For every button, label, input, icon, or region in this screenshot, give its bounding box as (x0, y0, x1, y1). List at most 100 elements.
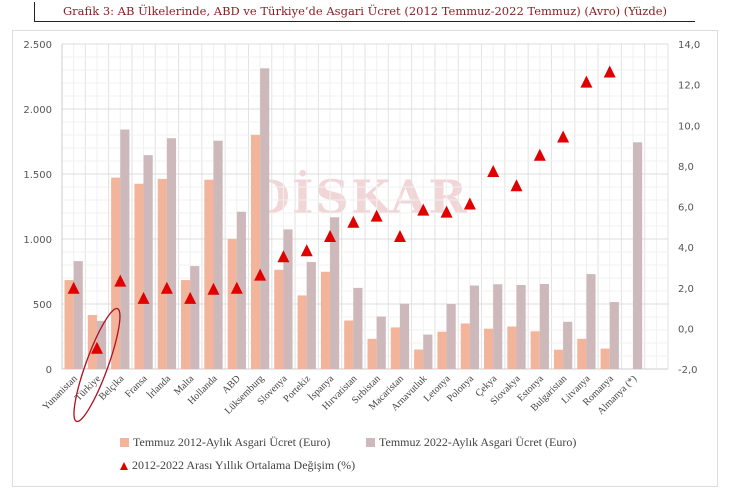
bar-2022 (306, 262, 316, 369)
bar-2022 (493, 284, 503, 369)
bar-2012 (274, 269, 284, 369)
change-marker (90, 341, 103, 354)
change-marker (184, 291, 197, 304)
bar-2022 (609, 302, 619, 369)
change-marker (440, 205, 453, 218)
x-tick-label: Polonya (445, 373, 476, 404)
bar-2022 (73, 261, 83, 369)
y-left-tick-label: 2.500 (23, 40, 52, 51)
legend-label-change: 2012-2022 Arası Yıllık Ortalama Değişim … (132, 458, 356, 472)
y-left-tick-label: 500 (33, 300, 52, 311)
chart-title: Grafik 3: AB Ülkelerinde, ABD ve Türkiye… (34, 2, 695, 22)
bar-2012 (87, 315, 97, 369)
bar-2022 (143, 155, 153, 369)
legend-triangle-icon (120, 461, 128, 470)
bar-2022 (330, 217, 340, 369)
change-marker (510, 179, 523, 192)
change-marker (487, 164, 500, 177)
bar-2012 (111, 177, 121, 369)
y-right-tick-label: -2,0 (678, 365, 698, 376)
y-left-tick-label: 1.000 (23, 235, 52, 246)
x-tick-label: Portekiz (282, 373, 314, 405)
bar-2022 (539, 283, 549, 369)
bar-2012 (390, 327, 400, 369)
bar-2012 (204, 179, 214, 369)
bar-2022 (260, 68, 270, 369)
bar-2022 (96, 320, 107, 369)
bar-2022 (446, 304, 456, 369)
bar-2022 (586, 274, 596, 369)
change-marker (114, 274, 127, 287)
bar-2022 (283, 229, 293, 369)
x-tick-label: Belçika (97, 373, 127, 403)
bar-2012 (553, 349, 564, 369)
bar-2022 (236, 211, 246, 369)
bar-2022 (166, 138, 177, 369)
bar-2012 (157, 178, 167, 369)
bar-2012 (181, 280, 191, 369)
y-right-tick-label: 14,0 (678, 40, 700, 51)
legend-item-2012: Temmuz 2012-Aylık Asgari Ücret (Euro) (120, 435, 330, 450)
bar-2022 (516, 285, 526, 369)
change-marker (67, 281, 80, 294)
y-left-tick-label: 0 (46, 365, 52, 376)
change-marker (533, 148, 546, 161)
change-marker (580, 75, 593, 88)
change-marker (254, 268, 267, 281)
legend-item-2022: Temmuz 2022-Aylık Asgari Ücret (Euro) (366, 435, 576, 450)
bar-2012 (297, 295, 307, 369)
bar-2012 (577, 338, 587, 369)
bar-2012 (227, 239, 237, 369)
legend-swatch-2022 (366, 438, 375, 447)
change-marker (137, 291, 150, 304)
bar-2022 (633, 142, 643, 369)
legend-label-2012: Temmuz 2012-Aylık Asgari Ücret (Euro) (133, 435, 331, 449)
bar-2012 (64, 280, 74, 369)
change-marker (277, 250, 290, 263)
bar-2012 (460, 323, 470, 369)
bar-2012 (344, 320, 354, 369)
y-left-tick-label: 1.500 (23, 170, 52, 181)
change-marker (230, 281, 243, 294)
change-marker (370, 209, 383, 222)
y-right-tick-label: 6,0 (678, 203, 694, 214)
bar-2012 (367, 338, 377, 369)
bar-2012 (530, 331, 540, 369)
legend-item-change: 2012-2022 Arası Yıllık Ortalama Değişim … (120, 458, 355, 473)
change-marker (557, 130, 570, 143)
bar-2022 (469, 285, 480, 369)
y-left-tick-label: 2.000 (23, 105, 52, 116)
bar-2012 (484, 328, 494, 369)
watermark: DİSKAR (250, 170, 469, 224)
chart-frame (12, 30, 718, 487)
x-tick-label: Fransa (123, 373, 150, 400)
change-marker (207, 282, 220, 295)
bar-2012 (507, 326, 517, 369)
y-right-tick-label: 12,0 (678, 81, 700, 92)
bar-2012 (320, 271, 331, 369)
bar-2022 (563, 321, 573, 369)
x-tick-label: İrlanda (144, 372, 173, 401)
change-marker (347, 215, 360, 228)
y-right-tick-label: 4,0 (678, 243, 694, 254)
bar-2012 (250, 134, 261, 369)
bar-2012 (437, 331, 447, 369)
y-right-tick-label: 2,0 (678, 284, 694, 295)
bar-2022 (120, 129, 130, 369)
change-marker (160, 281, 173, 294)
bar-2022 (190, 266, 200, 369)
change-marker (603, 65, 616, 78)
change-marker (417, 203, 430, 216)
change-marker (463, 197, 476, 210)
bar-2022 (423, 334, 433, 369)
bar-2022 (399, 303, 410, 369)
y-right-tick-label: 10,0 (678, 121, 700, 132)
bar-2022 (353, 287, 363, 369)
y-right-tick-label: 0,0 (678, 324, 694, 335)
y-right-tick-label: 8,0 (678, 162, 694, 173)
change-marker (324, 229, 337, 242)
legend-label-2022: Temmuz 2022-Aylık Asgari Ücret (Euro) (379, 435, 577, 449)
bar-2022 (213, 140, 223, 369)
change-marker (393, 229, 406, 242)
